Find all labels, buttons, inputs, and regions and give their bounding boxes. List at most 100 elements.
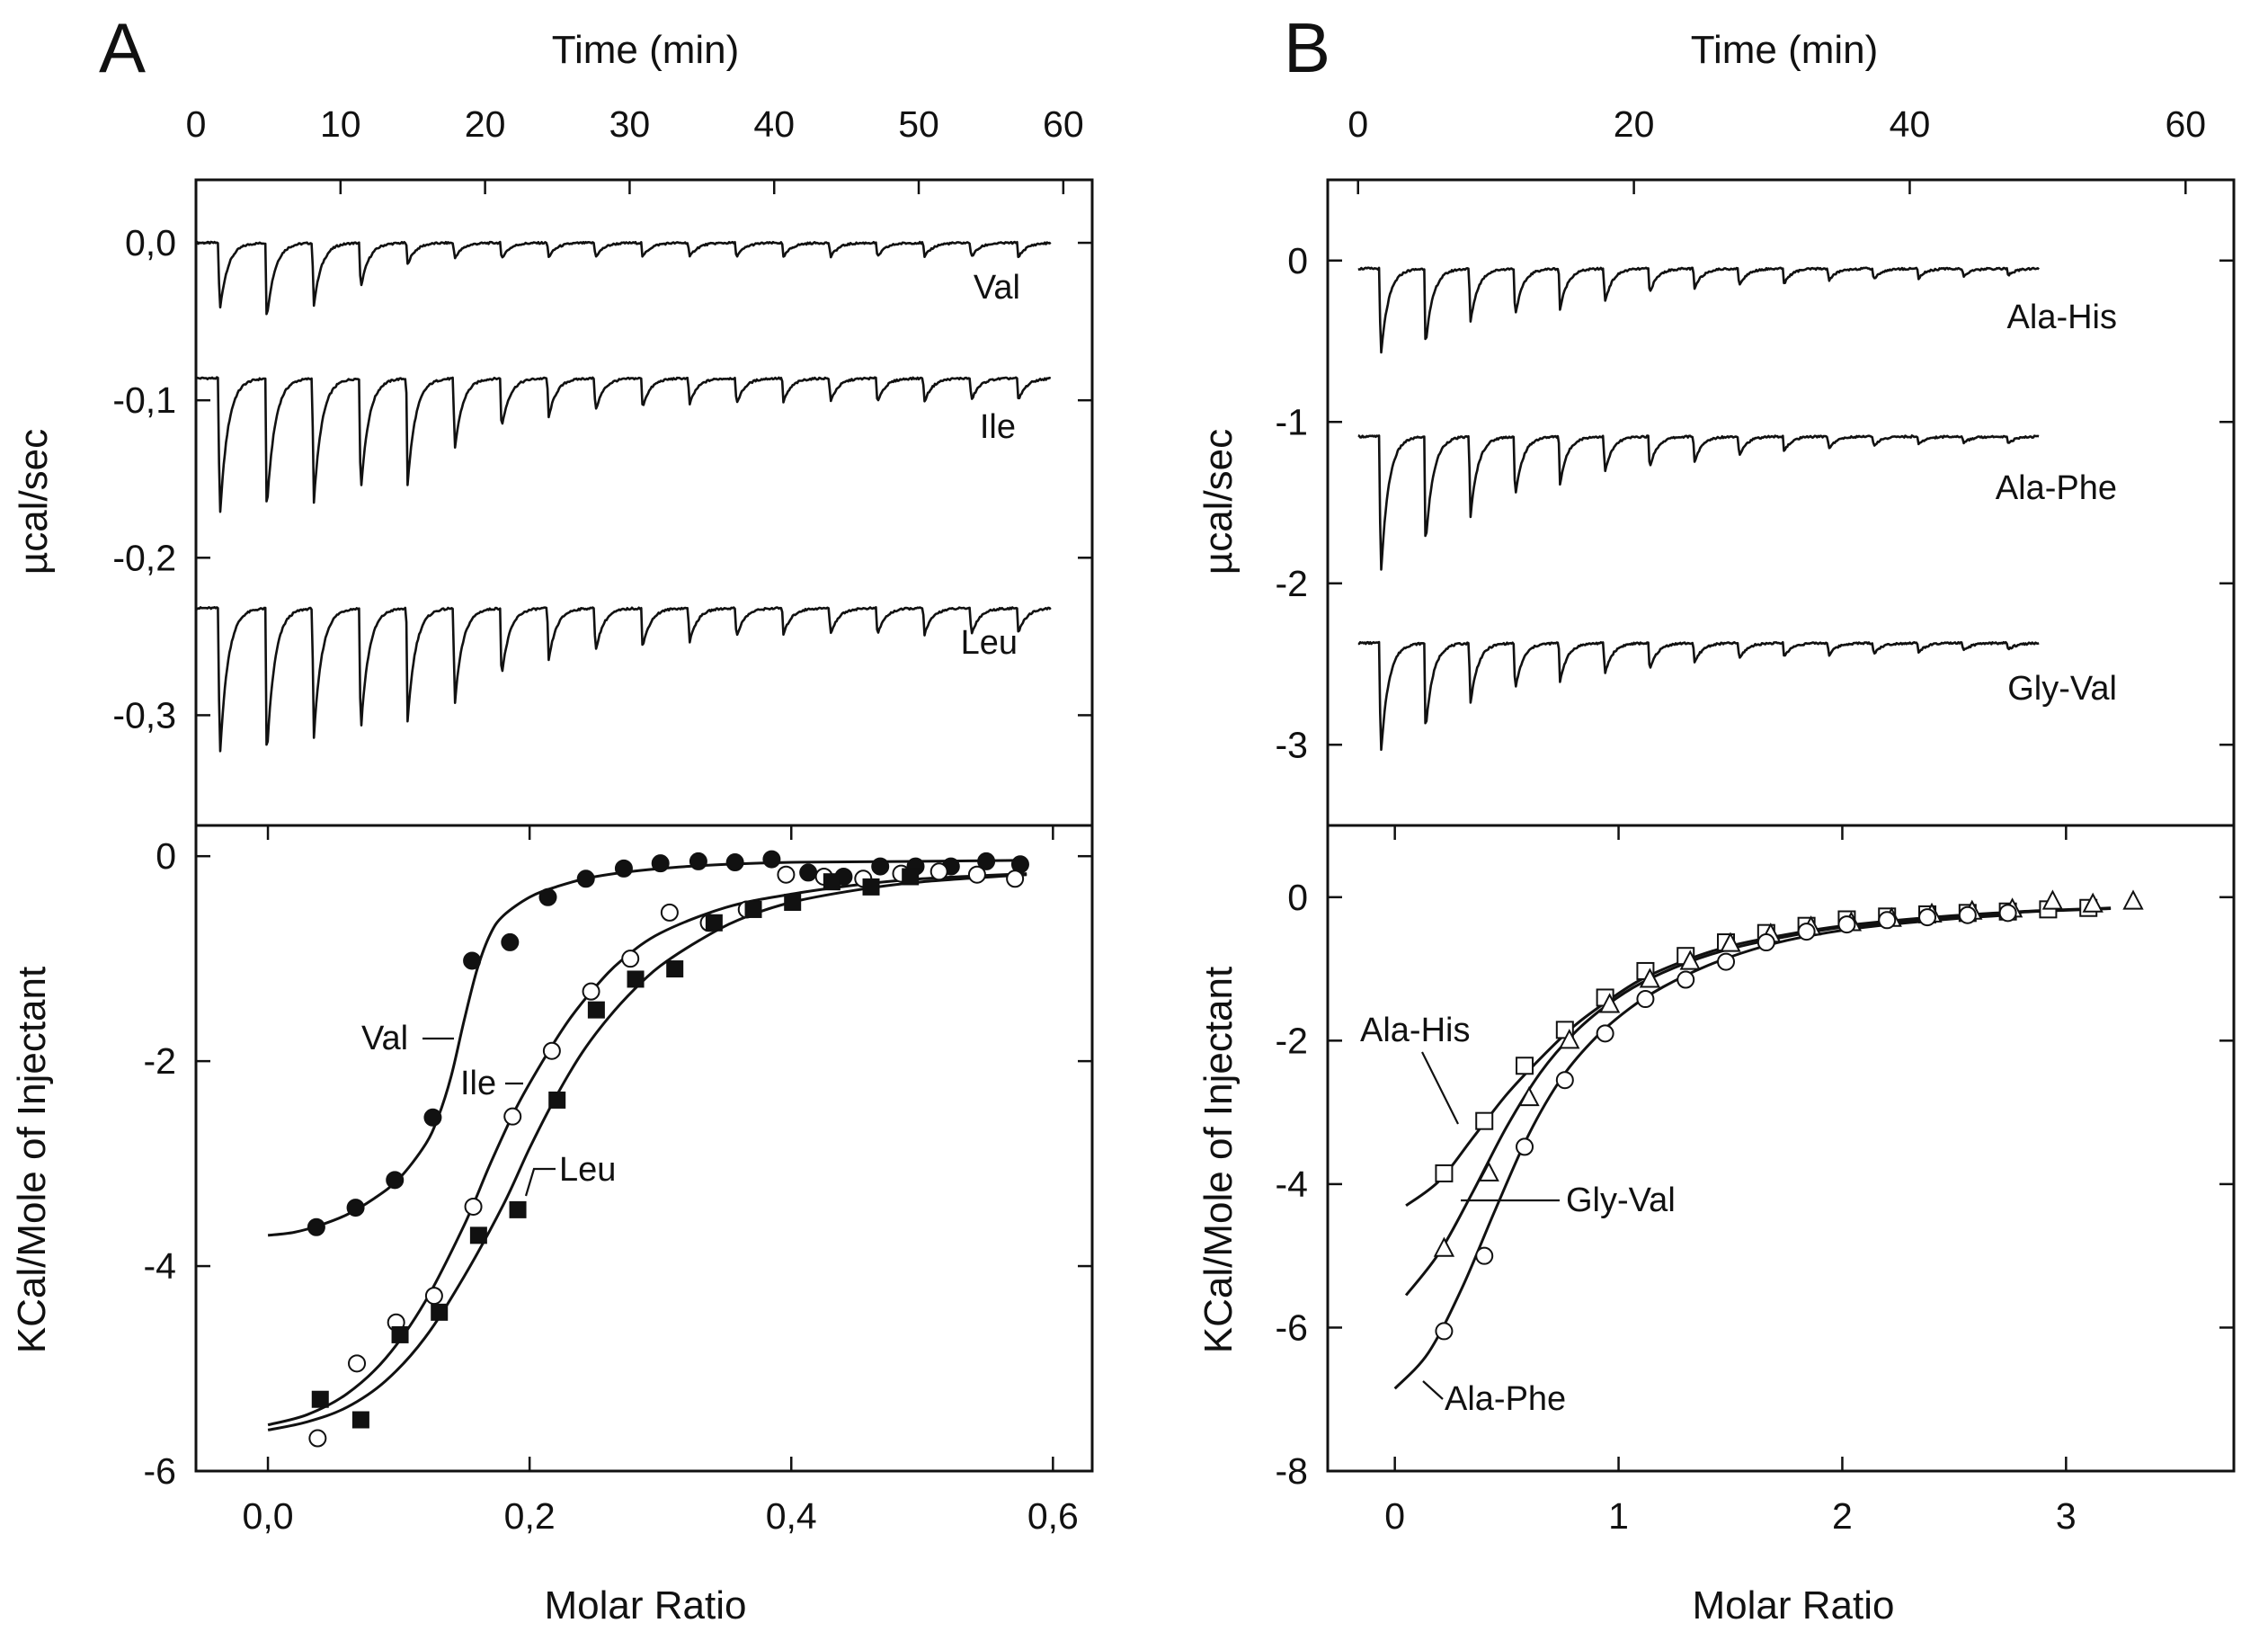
panel-a-time-tick-label: 30: [609, 103, 651, 145]
panel-a-data-point-val: [538, 887, 557, 906]
panel-a-time-tick-label: 20: [465, 103, 506, 145]
panel-a-data-point-leu: [784, 893, 802, 911]
panel-b-data-point-gly-val: [1679, 950, 1701, 970]
panel-a-curve-label-val: Val: [361, 1020, 408, 1057]
panel-b-trace-label-ala-phe: Ala-Phe: [1996, 469, 2117, 507]
panel-b-leader-line-ala-phe: [1422, 1380, 1444, 1400]
panel-b-enthalpy-tick-label: -8: [1276, 1450, 1308, 1492]
panel-a-molar-ratio-tick-label: 0,2: [504, 1495, 556, 1537]
panel-b-data-point-ala-phe: [1596, 1024, 1614, 1043]
panel-b-data-point-ala-phe: [1516, 1137, 1534, 1156]
panel-a-heat-rate-tick-label: -0,1: [112, 379, 176, 421]
panel-b-heat-rate-tick-label: -1: [1276, 401, 1308, 442]
panel-a-data-point-leu: [548, 1091, 566, 1109]
panel-a-heat-rate-tick-label: 0,0: [125, 222, 176, 263]
panel-b-data-point-gly-val: [1518, 1086, 1540, 1107]
panel-a-data-point-leu: [351, 1411, 369, 1429]
panel-a-molar-ratio-tick-label: 0,4: [766, 1495, 817, 1537]
panel-a-data-point-leu: [469, 1226, 487, 1244]
panel-a-data-point-leu: [705, 914, 723, 932]
panel-a-data-point-val: [307, 1217, 325, 1236]
panel-b-data-point-ala-phe: [1555, 1071, 1574, 1090]
panel-a-data-point-ile: [660, 903, 679, 922]
panel-b-letter: B: [1284, 8, 1330, 87]
panel-a-data-point-val: [871, 857, 890, 876]
panel-b-heat-rate-axis-title: µcal/sec: [1196, 429, 1241, 575]
panel-b-enthalpy-axis-title: KCal/Mole of Injectant: [1196, 967, 1241, 1353]
panel-a-enthalpy-tick-label: -6: [144, 1450, 176, 1492]
panel-a-data-point-leu: [431, 1303, 449, 1321]
panel-b-data-point-ala-his: [1516, 1057, 1534, 1075]
panel-b-data-point-ala-phe: [1435, 1322, 1454, 1341]
panel-b-molar-ratio-tick-label: 0: [1384, 1495, 1405, 1537]
panel-a-data-point-ile: [348, 1354, 367, 1373]
panel-a-data-point-leu: [627, 970, 645, 988]
panel-a-data-point-ile: [1006, 870, 1025, 888]
panel-b-heat-rate-tick-label: -2: [1276, 563, 1308, 604]
panel-a-data-point-ile: [308, 1429, 327, 1448]
panel-b-enthalpy-tick-label: -6: [1276, 1306, 1308, 1348]
panel-b-data-point-ala-phe: [1757, 933, 1775, 952]
panel-b-data-point-gly-val: [2082, 892, 2103, 913]
panel-a-trace-label-ile: Ile: [980, 408, 1016, 446]
panel-a-data-point-val: [386, 1171, 405, 1190]
panel-a-data-point-ile: [929, 862, 948, 881]
panel-a-data-point-val: [689, 852, 707, 870]
panel-b-heat-rate-tick-label: -3: [1276, 724, 1308, 765]
panel-a-data-point-leu: [823, 873, 840, 891]
thermogram-trace-ala-his: [1357, 266, 2041, 354]
panel-b-curve-label-ala-his: Ala-His: [1360, 1012, 1470, 1049]
panel-a-data-point-val: [651, 854, 670, 873]
panel-a-time-tick-label: 40: [753, 103, 795, 145]
panel-a-molar-ratio-tick-label: 0,6: [1027, 1495, 1079, 1537]
panel-a-data-point-leu: [509, 1200, 527, 1218]
panel-a-molar-ratio-axis-title: Molar Ratio: [545, 1583, 747, 1628]
panel-a-data-point-val: [463, 951, 482, 970]
panel-a-enthalpy-tick-label: -2: [144, 1040, 176, 1082]
panel-b-data-point-ala-phe: [1636, 990, 1655, 1009]
panel-b-data-point-gly-val: [2122, 889, 2144, 910]
panel-a-data-point-leu: [744, 900, 762, 918]
panel-a-data-point-leu: [666, 960, 684, 978]
panel-b-data-point-gly-val: [1478, 1161, 1499, 1182]
panel-a-data-point-val: [977, 852, 996, 870]
panel-b-enthalpy-tick-label: -4: [1276, 1164, 1308, 1205]
panel-b-molar-ratio-tick-label: 2: [1832, 1495, 1853, 1537]
panel-b-data-point-gly-val: [1720, 932, 1741, 952]
panel-b-data-point-gly-val: [1433, 1236, 1455, 1257]
panel-a-time-tick-label: 50: [898, 103, 939, 145]
panel-b-data-point-ala-phe: [1958, 905, 1977, 924]
panel-b-data-point-gly-val: [1598, 993, 1621, 1013]
panel-b-heat-rate-tick-label: 0: [1287, 240, 1308, 281]
panel-a-time-tick-label: 10: [320, 103, 361, 145]
panel-a-data-point-ile: [621, 950, 640, 968]
panel-b-molar-ratio-axis-title: Molar Ratio: [1693, 1583, 1895, 1628]
panel-b-data-point-ala-phe: [1837, 915, 1856, 934]
panel-a-isotherm-frame: [194, 824, 1094, 1473]
panel-a-fit-curve-leu: [267, 873, 1027, 1431]
panel-b-fit-curve-ala-his: [1405, 906, 2112, 1208]
panel-a-enthalpy-axis-title: KCal/Mole of Injectant: [10, 967, 54, 1353]
panel-a-heat-rate-tick-label: -0,3: [112, 694, 176, 736]
panel-b-data-point-ala-phe: [1797, 923, 1816, 941]
panel-b-data-point-ala-his: [1435, 1164, 1454, 1182]
panel-b-enthalpy-tick-label: -2: [1276, 1020, 1308, 1061]
panel-a-data-point-val: [501, 932, 520, 951]
panel-b-data-point-gly-val: [1639, 968, 1661, 988]
panel-b-data-point-gly-val: [1559, 1029, 1580, 1049]
panel-b-data-point-ala-phe: [1475, 1246, 1494, 1265]
panel-a-data-point-val: [799, 863, 818, 882]
thermogram-trace-leu: [195, 605, 1052, 753]
panel-a-data-point-leu: [391, 1325, 409, 1343]
panel-b-time-tick-label: 40: [1890, 103, 1931, 145]
panel-b-data-point-ala-his: [1475, 1111, 1494, 1130]
panel-b-isotherm-frame: [1326, 824, 2236, 1473]
panel-b-fit-curve-gly-val: [1404, 907, 2112, 1297]
panel-a-enthalpy-tick-label: 0: [156, 835, 176, 877]
panel-b-data-point-gly-val: [2041, 889, 2064, 910]
plot-area: 0,0-0,1-0,2-0,30 10 20 30 40 50 60ValIleLeu0-2…: [112, 103, 2236, 1537]
panel-a-data-point-val: [423, 1108, 442, 1127]
panel-a-fit-curve-ile: [267, 872, 1027, 1427]
thermogram-trace-gly-val: [1357, 640, 2040, 752]
